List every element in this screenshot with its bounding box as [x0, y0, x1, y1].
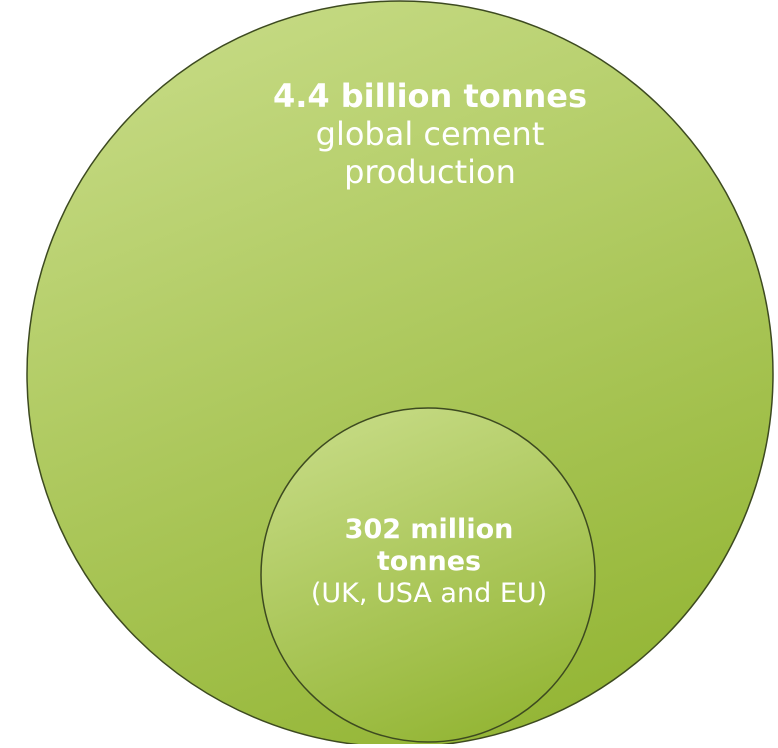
uk-usa-eu-circle	[260, 407, 596, 743]
region-production-label: 302 million tonnes (UK, USA and EU)	[262, 514, 596, 610]
region-production-description: (UK, USA and EU)	[310, 577, 548, 609]
global-production-description: global cement production	[315, 114, 545, 191]
global-production-value: 4.4 billion tonnes	[272, 77, 588, 115]
global-production-label: 4.4 billion tonnes global cement product…	[160, 77, 700, 191]
region-production-value: 302 million tonnes	[344, 514, 514, 577]
